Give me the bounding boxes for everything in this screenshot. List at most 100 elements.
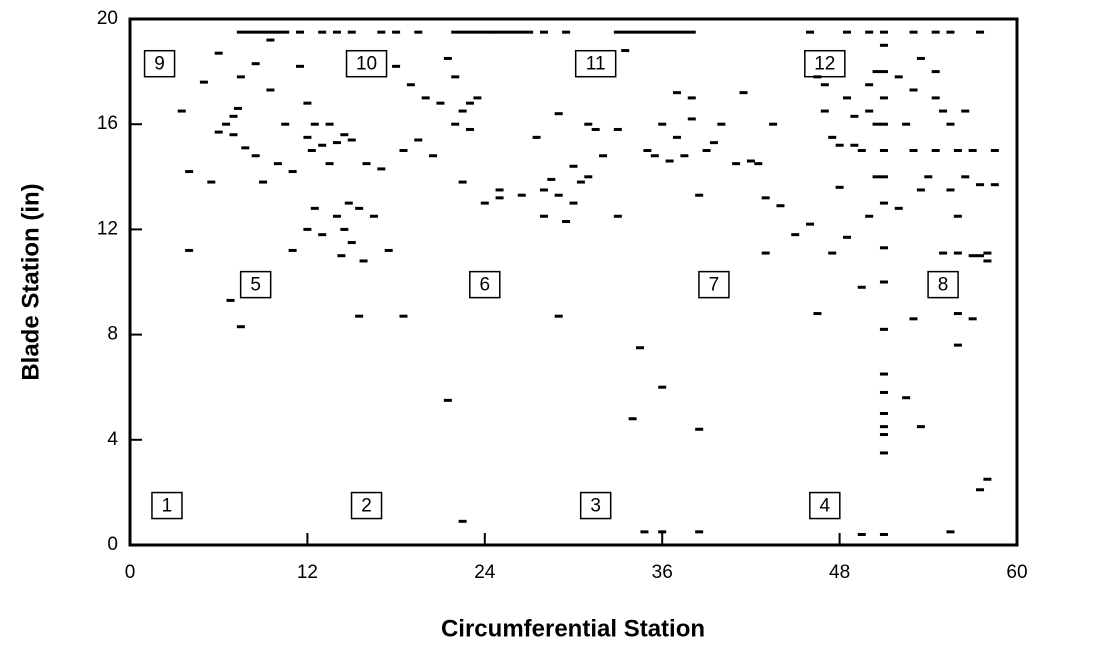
y-tick-label: 20 [97,8,118,29]
x-tick-label: 12 [297,562,318,583]
point [233,106,242,110]
point [865,109,874,113]
x-tick-label: 24 [474,562,496,583]
point [761,196,770,200]
point [687,30,696,34]
point [532,135,541,139]
point [806,222,815,226]
point [480,201,489,205]
point [968,317,977,321]
point [672,30,681,34]
point [554,314,563,318]
point [879,433,888,437]
point [332,214,341,218]
point [458,30,467,34]
point [539,30,548,34]
point [436,101,445,105]
annotation-box [574,49,617,78]
point [931,149,940,152]
point [613,30,622,34]
point [355,314,364,318]
point [946,530,955,534]
point [879,412,888,415]
point [547,177,556,181]
point [879,246,888,250]
point [340,227,349,231]
point [554,193,563,197]
point [658,385,667,389]
point [621,49,630,53]
point [332,30,341,34]
point [318,143,327,147]
y-tick-label: 16 [97,113,118,134]
point [458,519,467,523]
point [820,83,829,87]
point [288,170,297,174]
point [259,30,268,34]
point [879,372,888,376]
point [569,201,578,205]
point [569,164,578,168]
point [990,183,999,187]
point [776,204,785,208]
point [466,30,475,34]
annotation: 1 [162,496,173,517]
point [495,196,504,200]
point [251,62,260,66]
point [332,141,341,145]
annotation: 5 [250,275,261,296]
point [769,122,778,126]
point [281,122,290,126]
point [251,30,260,34]
point [953,251,962,255]
annotation-box [579,491,612,520]
point [916,188,925,192]
plot-frame [128,17,1019,547]
point [429,154,438,158]
point [554,112,563,116]
point [879,96,888,100]
annotation-box [151,491,183,520]
point [303,101,312,105]
annotation: 7 [709,275,720,296]
point [680,154,689,158]
point [879,327,888,331]
point [185,248,194,252]
annotation: 3 [590,496,601,517]
point [628,417,637,421]
point [916,425,925,429]
annotation: 8 [938,275,949,296]
point [835,143,844,147]
point [879,175,888,179]
point [384,248,393,252]
point [640,530,649,534]
point [344,201,353,205]
point [399,149,408,152]
point [539,214,548,218]
point [953,214,962,218]
point [665,159,674,163]
point [842,96,851,100]
point [879,149,888,152]
point [746,159,755,163]
point [879,532,888,536]
point [953,312,962,316]
annotation: 2 [361,496,372,517]
point [909,317,918,321]
point [525,30,534,34]
annotation: 6 [480,275,491,296]
point [806,30,815,34]
point [303,227,312,231]
point [879,122,888,126]
point [214,51,223,55]
point [709,141,718,145]
point [894,206,903,210]
point [414,138,423,142]
point [879,30,888,34]
point [931,70,940,74]
point [443,56,452,60]
point [672,135,681,139]
point [879,451,888,455]
point [473,30,482,34]
